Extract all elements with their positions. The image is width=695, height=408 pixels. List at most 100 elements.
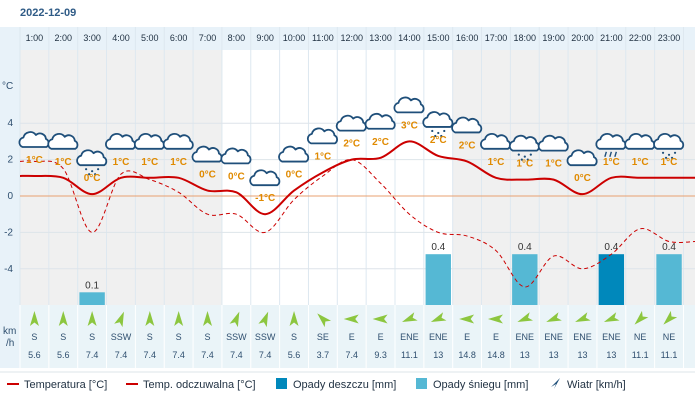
hour-label: 12:00 (340, 33, 363, 43)
wind-speed: 5.6 (288, 350, 301, 360)
precip-label: 0.4 (431, 242, 445, 253)
cloud-icon (191, 145, 223, 163)
hour-label: 1:00 (26, 33, 44, 43)
snow-bar (656, 254, 682, 305)
hour-label: 9:00 (256, 33, 274, 43)
wind-speed: 7.4 (86, 350, 99, 360)
temp-label: 0°C (84, 173, 101, 184)
wind-direction: ENE (602, 332, 621, 342)
temp-label: 1°C (314, 151, 331, 162)
cloud-icon (393, 96, 425, 114)
hour-label: 10:00 (283, 33, 306, 43)
wind-arrow-icon (430, 312, 447, 322)
snow-bar (425, 254, 451, 305)
wind-speed: 13 (520, 350, 530, 360)
wind-speed: 11.1 (401, 350, 418, 360)
wind-direction: E (378, 332, 384, 342)
wind-direction: SSW (255, 332, 276, 342)
wind-direction: ENE (400, 332, 419, 342)
wind-speed: 7.4 (144, 350, 157, 360)
legend-label: Wiatr [km/h] (567, 379, 626, 391)
wind-row: S 5.6 S 5.6 S 7.4 SSW 7.4 S 7.4 S 7.4 S 7.4 SSW 7.4 SSW 7… (19, 305, 695, 368)
wind-arrow-icon (372, 314, 388, 324)
axis-strip (0, 27, 20, 368)
precip-label: 0.4 (604, 242, 618, 253)
wind-direction: S (60, 332, 66, 342)
hour-label: 14:00 (398, 33, 421, 43)
temp-label: 1°C (632, 157, 649, 168)
hour-header: 1:00 2:00 3:00 4:00 5:00 6:00 7:00 8:00 9:00 10:0… (0, 27, 695, 368)
hour-label: 18:00 (514, 33, 537, 43)
wind-direction: S (31, 332, 37, 342)
wind-direction: S (89, 332, 95, 342)
legend-swatch (416, 378, 427, 389)
weather-icons (18, 96, 685, 187)
wind-speed: 3.7 (317, 350, 330, 360)
temp-label: 1°C (141, 157, 158, 168)
cloud-snow-icon (76, 149, 108, 176)
wind-arrow-icon (317, 313, 332, 328)
temp-label: 1°C (516, 159, 533, 170)
snow-bar (512, 254, 538, 305)
rain-bar (598, 254, 625, 305)
snow-bar (79, 292, 105, 305)
wind-direction: NE (634, 332, 647, 342)
temperature-lines (19, 140, 695, 288)
wind-speed: 11.1 (632, 350, 649, 360)
wind-speed: 7.4 (115, 350, 128, 360)
cloud-icon (18, 131, 50, 148)
y-tick-label: -4 (4, 264, 13, 275)
wind-arrow-icon (114, 311, 124, 328)
wind-direction: S (291, 332, 297, 342)
cloud-icon (566, 149, 598, 167)
wind-speed: 11.1 (661, 350, 678, 360)
wind-arrow-icon (258, 311, 269, 328)
y-tick-label: 0 (7, 191, 13, 202)
wind-direction: ENE (573, 332, 592, 342)
legend-label: Temp. odczuwalna [°C] (143, 379, 256, 391)
hour-label: 15:00 (427, 33, 450, 43)
precip-label: 0.4 (518, 242, 532, 253)
temp-label: 0°C (286, 170, 303, 181)
wind-unit-km: km (3, 326, 16, 337)
wind-direction: E (464, 332, 470, 342)
cloud-icon (480, 133, 512, 150)
hour-label: 3:00 (83, 33, 101, 43)
date-label: 2022-12-09 (20, 7, 76, 19)
wind-arrow-icon (289, 311, 299, 326)
cloud-icon (162, 133, 194, 150)
hour-label: 22:00 (629, 33, 652, 43)
legend-label: Opady deszczu [mm] (293, 379, 396, 391)
wind-direction: E (493, 332, 499, 342)
wind-speed: 5.6 (57, 350, 70, 360)
wind-speed: 7.4 (201, 350, 214, 360)
wind-direction: SE (317, 332, 329, 342)
hour-label: 2:00 (55, 33, 73, 43)
temp-label: 0°C (228, 171, 245, 182)
wind-speed: 14.8 (458, 350, 476, 360)
cloud-snow-icon (653, 133, 685, 159)
wind-arrow-icon (145, 311, 155, 326)
hour-label: 6:00 (170, 33, 188, 43)
hour-label: 5:00 (141, 33, 159, 43)
temperature-labels: 1°C 1°C 0°C 1°C 1°C 1°C 0°C 0°C -1°C 0°C 1°C 2°C 2°C… (26, 120, 677, 204)
cloud-icon (451, 116, 483, 134)
hour-label: 16:00 (456, 33, 479, 43)
wind-direction: S (147, 332, 153, 342)
cloud-icon (47, 133, 79, 150)
hour-label: 23:00 (658, 33, 681, 43)
wind-direction: S (176, 332, 182, 342)
hour-label: 11:00 (312, 33, 334, 43)
wind-direction: ENE (516, 332, 535, 342)
wind-arrow-icon (203, 311, 212, 326)
wind-speed: 7.4 (230, 350, 243, 360)
header-strip (0, 27, 695, 50)
wind-arrow-icon (174, 311, 184, 326)
y-unit-label: °C (2, 81, 13, 92)
cloud-icon (249, 169, 281, 187)
temp-label: 0°C (574, 173, 591, 184)
temp-label: 1°C (661, 157, 678, 168)
legend-label: Opady śniegu [mm] (433, 379, 528, 391)
wind-speed: 5.6 (28, 350, 41, 360)
